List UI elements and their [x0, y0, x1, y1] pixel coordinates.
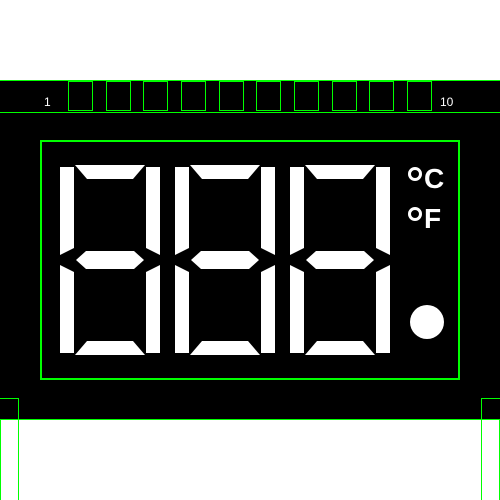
unit-celsius-letter: C: [424, 165, 444, 193]
connector-pin: [219, 81, 244, 111]
connector-pin: [294, 81, 319, 111]
outline-segment: [18, 398, 19, 420]
connector-pin: [332, 81, 357, 111]
degree-icon: [408, 167, 422, 181]
connector-row: [68, 81, 432, 111]
connector-pin: [143, 81, 168, 111]
unit-celsius: C: [408, 165, 444, 193]
unit-fahrenheit: F: [408, 205, 441, 233]
pin-label-1: 1: [44, 95, 51, 109]
degree-icon: [408, 207, 422, 221]
outline-segment: [0, 398, 18, 399]
seven-seg-digit: [175, 165, 275, 355]
outline-segment: [482, 398, 500, 399]
outline-segment: [18, 420, 19, 500]
indicator-dot: [410, 305, 444, 339]
seven-seg-digit: [60, 165, 160, 355]
connector-pin: [256, 81, 281, 111]
outline-segment: [0, 420, 1, 500]
connector-pin: [68, 81, 93, 111]
outline-segment: [0, 112, 500, 113]
stage: 1 10 C F: [0, 0, 500, 500]
seven-seg-digit: [290, 165, 390, 355]
connector-pin: [407, 81, 432, 111]
outline-segment: [0, 419, 500, 420]
connector-pin: [106, 81, 131, 111]
connector-pin: [181, 81, 206, 111]
pin-label-10: 10: [440, 95, 453, 109]
connector-pin: [369, 81, 394, 111]
unit-fahrenheit-letter: F: [424, 205, 441, 233]
outline-segment: [481, 420, 482, 500]
outline-segment: [481, 398, 482, 420]
